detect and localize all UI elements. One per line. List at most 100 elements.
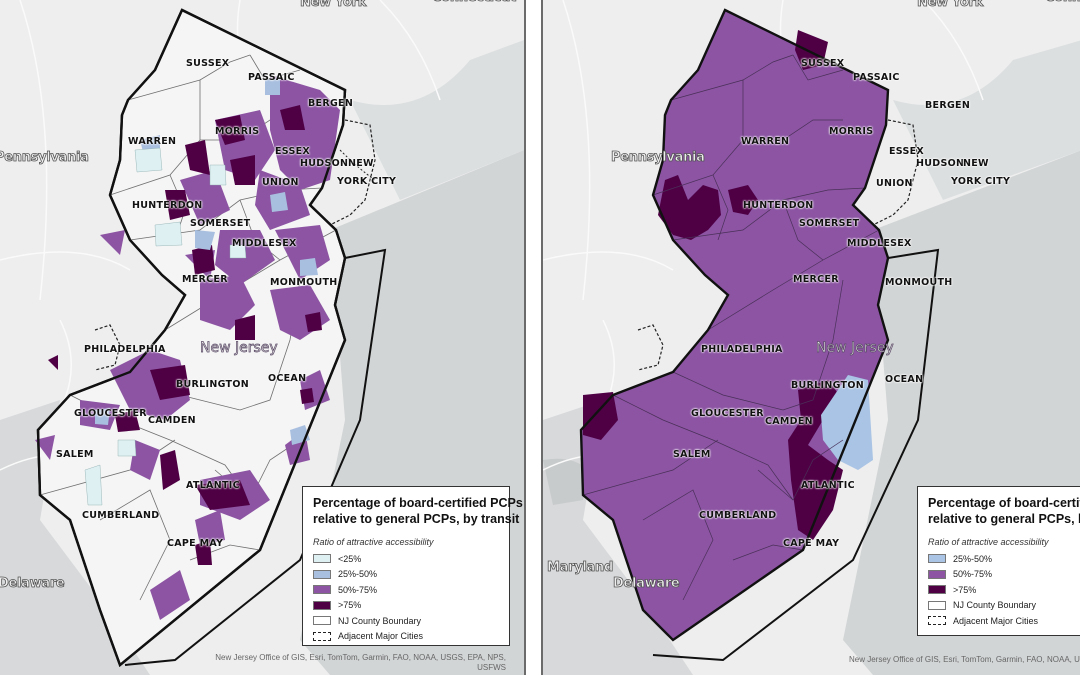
county-label-bergen: BERGEN bbox=[308, 98, 354, 109]
swatch-50-75 bbox=[928, 569, 946, 579]
car-map-panel[interactable]: New York Conn Pennsylvania Maryland Dela… bbox=[541, 0, 1080, 675]
county-label-passaic: PASSAIC bbox=[248, 72, 295, 83]
county-label-hunterdon: HUNTERDON bbox=[132, 200, 203, 211]
county-label-salem: SALEM bbox=[56, 449, 94, 460]
legend-item-county-boundary: NJ County Boundary bbox=[313, 613, 499, 629]
legend-item-lt25: <25% bbox=[313, 551, 499, 567]
county-label-philadelphia: PHILADELPHIA bbox=[701, 344, 783, 355]
legend-label: NJ County Boundary bbox=[953, 600, 1037, 611]
legend-item-gt75: >75% bbox=[928, 582, 1080, 598]
county-label-gloucester: GLOUCESTER bbox=[691, 408, 764, 419]
attribution-line1: New Jersey Office of GIS, Esri, TomTom, … bbox=[849, 655, 1080, 664]
state-label-connecticut: Connecticut bbox=[432, 0, 517, 5]
county-label-new-york-city-line2: YORK CITY bbox=[337, 176, 397, 187]
swatch-major-cities-dashed bbox=[928, 616, 946, 626]
county-label-morris: MORRIS bbox=[829, 126, 874, 137]
legend-label: <25% bbox=[338, 553, 362, 564]
legend-title-line2: relative to general PCPs, by car bbox=[928, 512, 1080, 526]
attribution-line2: USFWS bbox=[477, 663, 506, 672]
legend-label: NJ County Boundary bbox=[338, 615, 422, 626]
car-map-legend: Percentage of board-certified PCPs relat… bbox=[917, 486, 1080, 636]
county-label-philadelphia: PHILADELPHIA bbox=[84, 344, 166, 355]
attribution-line1: New Jersey Office of GIS, Esri, TomTom, … bbox=[215, 653, 506, 662]
legend-label: >75% bbox=[953, 584, 977, 595]
county-label-warren: WARREN bbox=[741, 136, 790, 147]
county-label-cumberland: CUMBERLAND bbox=[82, 510, 160, 521]
legend-item-25-50: 25%-50% bbox=[928, 551, 1080, 567]
county-label-hudson: HUDSON bbox=[916, 158, 965, 169]
legend-label: >75% bbox=[338, 600, 362, 611]
transit-map-legend: Percentage of board-certified PCPs relat… bbox=[302, 486, 523, 646]
county-label-cape-may: CAPE MAY bbox=[167, 538, 224, 549]
swatch-lt25 bbox=[313, 554, 331, 564]
county-label-morris: MORRIS bbox=[215, 126, 260, 137]
swatch-major-cities-dashed bbox=[313, 631, 331, 641]
state-label-delaware: Delaware bbox=[0, 576, 65, 592]
legend-subtitle: Ratio of attractive accessibility bbox=[313, 537, 434, 547]
county-label-essex: ESSEX bbox=[275, 146, 311, 157]
legend-title-line2: relative to general PCPs, by transit bbox=[313, 512, 520, 526]
county-label-union: UNION bbox=[262, 177, 299, 188]
swatch-25-50 bbox=[313, 569, 331, 579]
county-label-somerset: SOMERSET bbox=[799, 218, 860, 229]
county-label-hunterdon: HUNTERDON bbox=[743, 200, 814, 211]
county-label-ocean: OCEAN bbox=[268, 373, 307, 384]
county-label-passaic: PASSAIC bbox=[853, 72, 900, 83]
county-label-atlantic: ATLANTIC bbox=[801, 480, 855, 491]
legend-item-major-cities: Adjacent Major Cities bbox=[313, 629, 499, 645]
legend-label: 50%-75% bbox=[953, 569, 993, 580]
county-label-new-york-city-line2: YORK CITY bbox=[951, 176, 1011, 187]
swatch-25-50 bbox=[928, 554, 946, 564]
county-label-new-york-city-line1: NEW bbox=[963, 158, 989, 169]
state-label-maryland: Maryland bbox=[547, 560, 614, 576]
county-label-warren: WARREN bbox=[128, 136, 177, 147]
swatch-county-boundary bbox=[313, 616, 331, 626]
county-label-essex: ESSEX bbox=[889, 146, 925, 157]
county-label-union: UNION bbox=[876, 178, 913, 189]
county-label-gloucester: GLOUCESTER bbox=[74, 408, 147, 419]
state-label-delaware: Delaware bbox=[613, 576, 681, 592]
legend-label: Adjacent Major Cities bbox=[953, 615, 1039, 626]
state-label-new-jersey: New Jersey bbox=[816, 340, 894, 357]
county-label-camden: CAMDEN bbox=[148, 415, 196, 426]
county-label-monmouth: MONMOUTH bbox=[270, 277, 338, 288]
swatch-county-boundary bbox=[928, 600, 946, 610]
legend-label: Adjacent Major Cities bbox=[338, 631, 424, 642]
legend-item-major-cities: Adjacent Major Cities bbox=[928, 613, 1080, 629]
county-label-cape-may: CAPE MAY bbox=[783, 538, 840, 549]
county-label-sussex: SUSSEX bbox=[186, 58, 230, 69]
county-label-mercer: MERCER bbox=[793, 274, 839, 285]
county-label-monmouth: MONMOUTH bbox=[885, 277, 953, 288]
state-label-pennsylvania: Pennsylvania bbox=[0, 150, 89, 166]
county-label-somerset: SOMERSET bbox=[190, 218, 251, 229]
legend-item-50-75: 50%-75% bbox=[313, 582, 499, 598]
state-label-new-york: New York bbox=[917, 0, 984, 10]
map-attribution: New Jersey Office of GIS, Esri, TomTom, … bbox=[849, 655, 1080, 665]
county-label-sussex: SUSSEX bbox=[801, 58, 845, 69]
county-label-mercer: MERCER bbox=[182, 274, 228, 285]
state-label-pennsylvania: Pennsylvania bbox=[611, 150, 706, 166]
county-label-camden: CAMDEN bbox=[765, 416, 813, 427]
state-label-connecticut: Conn bbox=[1045, 0, 1080, 5]
swatch-gt75 bbox=[928, 585, 946, 595]
swatch-50-75 bbox=[313, 585, 331, 595]
legend-title-line1: Percentage of board-certified PCPs bbox=[928, 496, 1080, 510]
legend-subtitle: Ratio of attractive accessibility bbox=[928, 537, 1049, 547]
legend-item-county-boundary: NJ County Boundary bbox=[928, 598, 1080, 614]
county-label-bergen: BERGEN bbox=[925, 100, 971, 111]
legend-item-gt75: >75% bbox=[313, 598, 499, 614]
county-label-cumberland: CUMBERLAND bbox=[699, 510, 777, 521]
legend-label: 25%-50% bbox=[338, 569, 378, 580]
legend-label: 50%-75% bbox=[338, 584, 378, 595]
transit-tracts bbox=[35, 75, 340, 620]
swatch-gt75 bbox=[313, 600, 331, 610]
transit-map-panel[interactable]: New York Connecticut Pennsylvania Delawa… bbox=[0, 0, 526, 675]
county-label-burlington: BURLINGTON bbox=[791, 380, 864, 391]
county-label-middlesex: MIDDLESEX bbox=[232, 238, 297, 249]
state-label-new-york: New York bbox=[300, 0, 367, 10]
county-label-atlantic: ATLANTIC bbox=[186, 480, 240, 491]
county-label-salem: SALEM bbox=[673, 449, 711, 460]
county-label-new-york-city-line1: NEW bbox=[348, 158, 374, 169]
map-attribution: New Jersey Office of GIS, Esri, TomTom, … bbox=[206, 653, 506, 673]
legend-title-line1: Percentage of board-certified PCPs bbox=[313, 496, 523, 510]
